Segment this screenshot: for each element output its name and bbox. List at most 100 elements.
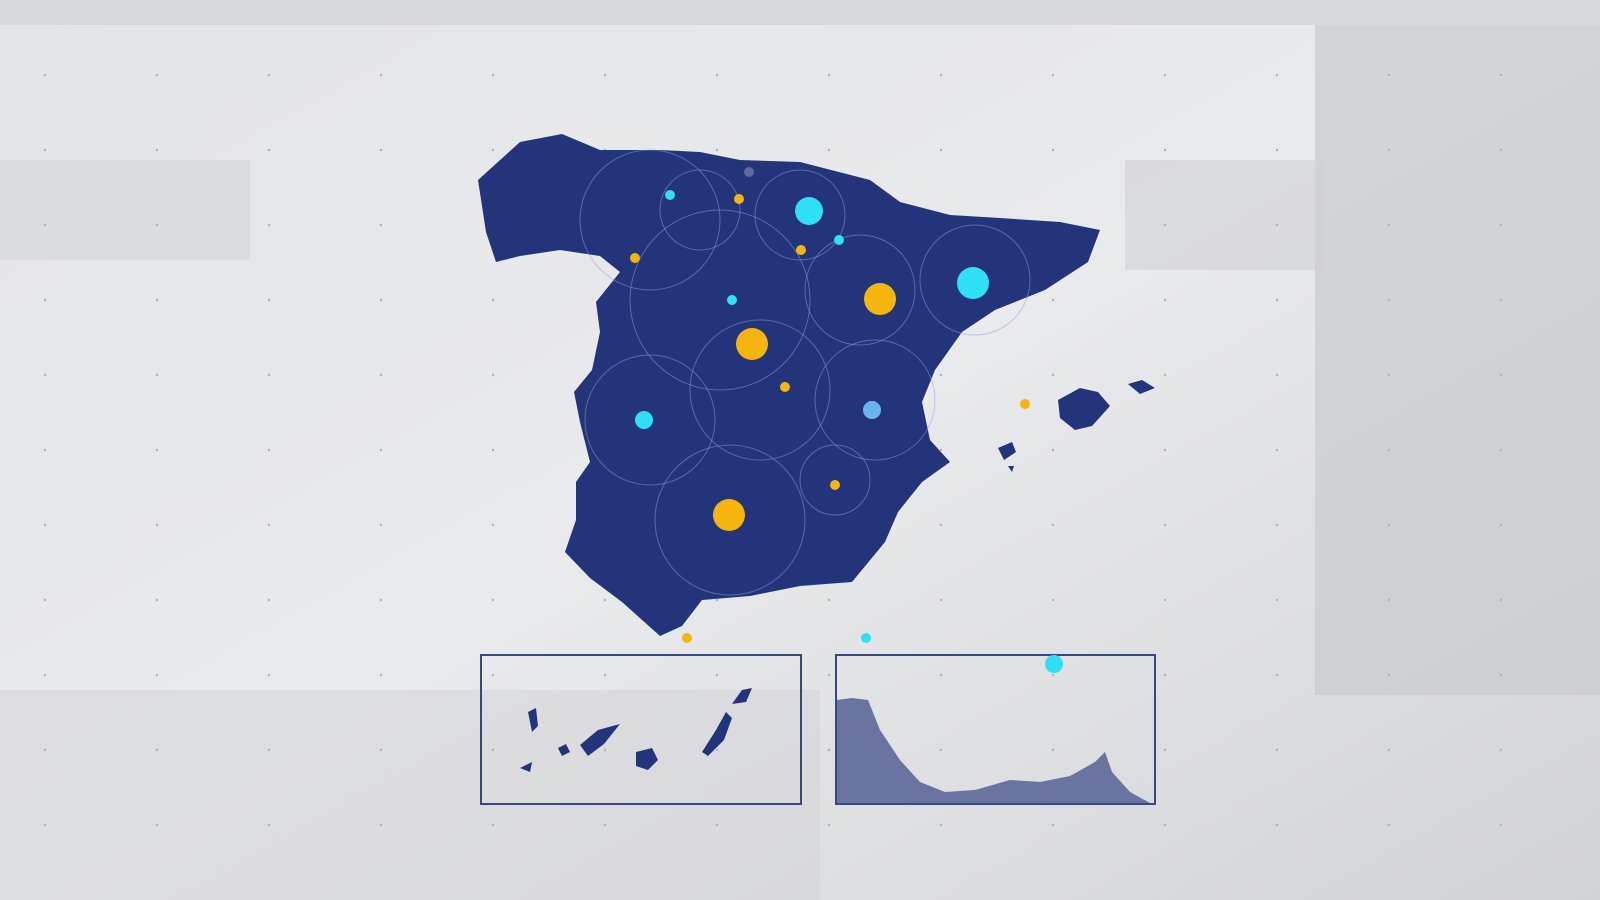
grid-dot	[715, 148, 719, 152]
grid-dot	[1387, 373, 1391, 377]
grid-dot	[1163, 298, 1167, 302]
grid-dot	[155, 598, 159, 602]
grid-dot	[939, 673, 943, 677]
grid-dot	[1499, 823, 1503, 827]
grid-dot	[43, 823, 47, 827]
marker-yellow	[713, 499, 745, 531]
formentera-shape	[1008, 466, 1014, 472]
grid-dot	[491, 823, 495, 827]
grid-dot	[1387, 523, 1391, 527]
canary-islands	[520, 688, 752, 772]
ceuta-melilla-inset	[835, 654, 1156, 805]
grid-dot	[155, 223, 159, 227]
grid-dot	[491, 298, 495, 302]
grid-dot	[491, 598, 495, 602]
grid-dot	[1051, 298, 1055, 302]
grid-dot	[1499, 448, 1503, 452]
grid-dot	[43, 223, 47, 227]
coastline-shape	[837, 698, 1150, 803]
grid-dot	[939, 598, 943, 602]
grid-dot	[1387, 448, 1391, 452]
balearic-islands	[998, 380, 1155, 472]
grid-dot	[1499, 148, 1503, 152]
menorca-shape	[1128, 380, 1155, 394]
grid-dot	[1275, 823, 1279, 827]
grid-dot	[379, 823, 383, 827]
decor-panel	[0, 160, 250, 260]
grid-dot	[379, 373, 383, 377]
grid-dot	[379, 448, 383, 452]
grid-dot	[827, 73, 831, 77]
grid-dot	[155, 73, 159, 77]
grid-dot	[1275, 523, 1279, 527]
tenerife-shape	[580, 724, 620, 756]
grid-dot	[379, 148, 383, 152]
grid-dot	[155, 748, 159, 752]
grid-dot	[267, 748, 271, 752]
grid-dot	[603, 748, 607, 752]
grid-dot	[1275, 148, 1279, 152]
marker-gray	[744, 167, 754, 177]
grid-dot	[1499, 523, 1503, 527]
grid-dot	[939, 448, 943, 452]
grid-dot	[1163, 73, 1167, 77]
grid-dot	[1387, 823, 1391, 827]
marker-yellow	[864, 283, 896, 315]
grid-dot	[715, 748, 719, 752]
grid-dot	[1275, 448, 1279, 452]
grid-dot	[43, 523, 47, 527]
decorative-ring	[804, 234, 916, 346]
marker-cyan	[665, 190, 675, 200]
marker-yellow	[796, 245, 806, 255]
grid-dot	[1051, 673, 1055, 677]
grid-dot	[939, 373, 943, 377]
marker-yellow	[780, 382, 790, 392]
grid-dot	[43, 373, 47, 377]
grid-dot	[379, 748, 383, 752]
grid-dot	[939, 73, 943, 77]
grid-dot	[267, 373, 271, 377]
grid-dot	[1499, 373, 1503, 377]
grid-dot	[491, 673, 495, 677]
grid-dot	[491, 748, 495, 752]
grid-dot	[1387, 73, 1391, 77]
grid-dot	[827, 748, 831, 752]
marker-cyan	[635, 411, 653, 429]
marker-yellow	[630, 253, 640, 263]
grid-dot	[43, 673, 47, 677]
grid-dot	[1387, 673, 1391, 677]
grid-dot	[491, 148, 495, 152]
grid-dot	[1051, 823, 1055, 827]
grid-dot	[267, 148, 271, 152]
grid-dot	[1163, 373, 1167, 377]
inset-frame	[480, 654, 802, 805]
grid-dot	[1275, 673, 1279, 677]
ibiza-shape	[998, 442, 1016, 460]
decorative-ring	[919, 224, 1031, 336]
grid-dot	[43, 748, 47, 752]
grid-dot	[379, 523, 383, 527]
grid-dot	[267, 223, 271, 227]
decor-panel	[0, 690, 820, 900]
fuerteventura-shape	[702, 712, 732, 756]
marker-yellow	[830, 480, 840, 490]
grid-dot	[267, 823, 271, 827]
grid-dot	[491, 73, 495, 77]
grid-dot	[1163, 673, 1167, 677]
marker-cyan	[861, 633, 871, 643]
grid-dot	[1275, 73, 1279, 77]
grid-dot	[1163, 523, 1167, 527]
grid-dot	[1163, 823, 1167, 827]
grid-dot	[827, 823, 831, 827]
grid-dot	[1275, 298, 1279, 302]
grid-dot	[939, 148, 943, 152]
decorative-ring	[584, 354, 716, 486]
grid-dot	[715, 73, 719, 77]
decorative-ring	[659, 169, 741, 251]
grid-dot	[1387, 598, 1391, 602]
grid-dot	[939, 748, 943, 752]
decorative-ring	[654, 444, 806, 596]
grid-dot	[1499, 73, 1503, 77]
marker-yellow	[682, 633, 692, 643]
marker-yellow	[734, 194, 744, 204]
